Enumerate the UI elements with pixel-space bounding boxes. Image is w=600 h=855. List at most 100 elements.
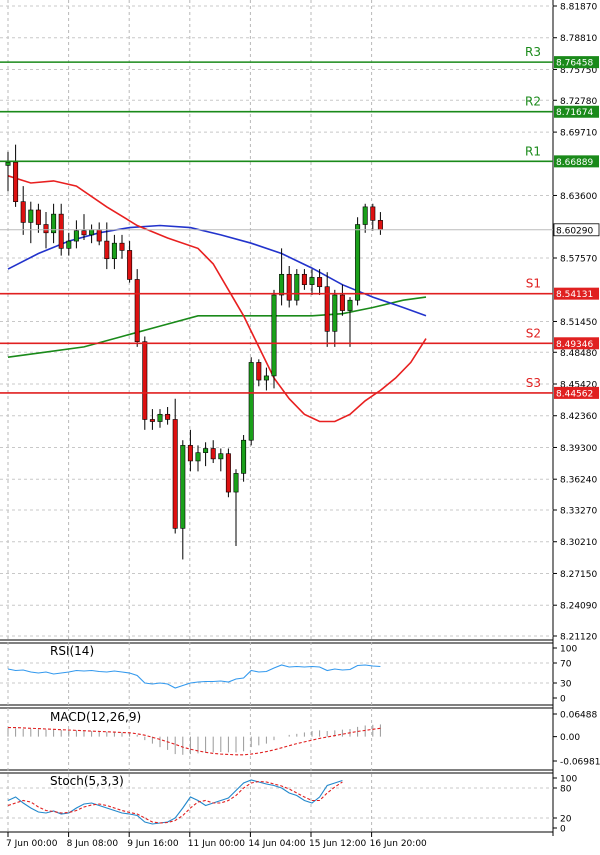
level-name-s2: S2 [526,326,541,340]
candle-body [165,413,171,420]
current-price-tag [553,223,600,237]
y-tick-label: 8.75750 [560,66,597,76]
candle-body [271,294,277,377]
candle-body [13,161,19,202]
candle-body [279,273,285,296]
ma-red-line [7,175,427,423]
candle-body [51,213,57,234]
candle-body [377,220,383,230]
candle-body [157,413,163,422]
stoch-y-tick-label: 80 [560,785,572,795]
candle-body [355,224,361,301]
level-name-r2: R2 [525,95,541,109]
y-tick-label: 8.36240 [560,476,597,486]
y-tick-label: 8.30210 [560,538,597,548]
rsi-title: RSI(14) [50,644,94,658]
candle-body [180,445,186,529]
y-tick-label: 8.27150 [560,570,597,580]
candle-body [104,240,110,260]
macd-title: MACD(12,26,9) [50,710,141,724]
level-name-s3: S3 [526,376,541,390]
level-value-s3: 8.44562 [556,389,593,399]
candle-body [172,419,178,529]
candle-body [66,240,72,249]
y-tick-label: 8.81870 [560,3,597,13]
candle-body [58,213,64,249]
macd-y-tick-label: -0.069813 [560,758,600,768]
level-tag-s2 [554,337,599,350]
level-tag-s3 [554,386,599,399]
candle-body [301,273,307,285]
candle-body [263,375,269,381]
candle-body [81,230,87,236]
x-tick-label: 14 Jun 04:00 [248,839,305,849]
y-tick-label: 8.78810 [560,34,597,44]
level-name-s1: S1 [526,277,541,291]
y-tick-label: 8.48480 [560,349,597,359]
ma-green-line [7,296,427,358]
stoch-y-tick-label: 100 [560,775,577,785]
stoch-k-line [7,779,343,825]
candle-body [248,362,254,441]
stoch-title: Stoch(5,3,3) [50,774,124,788]
candle-body [134,279,140,342]
candle-body [111,242,117,260]
y-tick-label: 8.63600 [560,192,597,202]
y-tick-label: 8.42360 [560,412,597,422]
candle-body [195,452,201,462]
rsi-y-tick-label: 0 [560,695,566,705]
rsi-y-tick-label: 70 [560,660,572,670]
candle-body [20,201,26,223]
y-tick-label: 8.39300 [560,444,597,454]
level-value-s2: 8.49346 [556,340,593,350]
level-tag-r2 [554,105,599,118]
y-tick-label: 8.51450 [560,318,597,328]
candle-body [89,229,95,236]
x-tick-label: 7 Jun 00:00 [6,839,58,849]
candle-body [370,206,376,221]
y-tick-label: 8.69710 [560,129,597,139]
level-tag-r1 [554,155,599,168]
candle-body [324,286,330,332]
candle-body [203,448,209,453]
level-name-r1: R1 [525,144,541,158]
x-tick-label: 11 Jun 00:00 [188,839,245,849]
candle-body [339,294,345,311]
y-tick-label: 8.45420 [560,381,597,391]
candle-body [35,209,41,225]
level-tag-s1 [554,287,599,300]
candle-body [294,273,300,301]
candle-body [332,294,338,332]
y-tick-label: 8.33270 [560,507,597,517]
candle-body [5,161,11,166]
level-value-r2: 8.71674 [556,108,593,118]
level-value-r1: 8.66889 [556,158,593,168]
level-name-r3: R3 [525,45,541,59]
candle-body [362,206,368,225]
candle-body [225,453,231,493]
current-price-label: 8.60290 [556,226,593,236]
x-tick-label: 8 Jun 08:00 [67,839,119,849]
y-tick-label: 8.72780 [560,97,597,107]
candle-body [96,229,102,242]
candle-body [142,341,148,420]
rsi-y-tick-label: 100 [560,645,577,655]
x-tick-label: 9 Jun 16:00 [127,839,179,849]
macd-y-tick-label: 0.00 [560,733,580,743]
stoch-y-tick-label: 20 [560,815,572,825]
stoch-d-line [7,780,343,824]
level-value-r3: 8.76458 [556,59,593,69]
candle-body [347,299,353,311]
candle-body [233,473,239,493]
candle-body [210,448,216,460]
candle-body [218,453,224,460]
x-tick-label: 15 Jun 12:00 [309,839,366,849]
y-tick-label: 8.24090 [560,602,597,612]
y-tick-label: 8.57570 [560,255,597,265]
candle-body [187,445,193,462]
candle-body [43,224,49,234]
rsi-line [7,664,381,689]
candle-body [309,277,315,285]
